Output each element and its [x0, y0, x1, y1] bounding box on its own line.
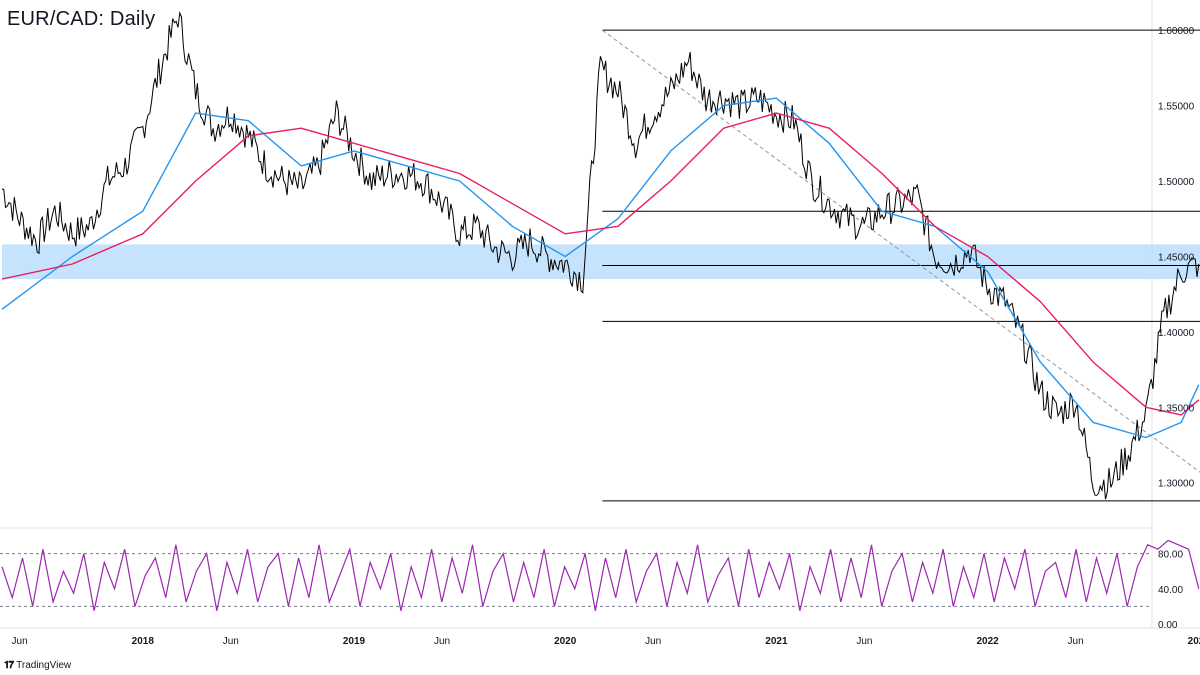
dashed-trendline: [602, 29, 1200, 473]
tradingview-brand[interactable]: 𝟏𝟕 TradingView: [4, 660, 71, 671]
time-tick-label: Jun: [856, 636, 872, 647]
rsi-axis[interactable]: 80.00 40.00 0.00: [1158, 550, 1183, 631]
rsi-tick-label: 80.00: [1158, 550, 1183, 561]
time-tick-label: Jun: [1068, 636, 1084, 647]
time-tick-label: Jun: [12, 636, 28, 647]
time-tick-label: Jun: [434, 636, 450, 647]
time-tick-label: Jun: [645, 636, 661, 647]
rsi-tick-label: 0.00: [1158, 620, 1178, 631]
rsi-pane: [0, 539, 1200, 611]
price-axis[interactable]: 1.60000 1.55000 1.50000 1.45000 1.40000 1.350…: [1158, 26, 1195, 490]
price-tick-label: 1.55000: [1158, 102, 1195, 113]
time-tick-label: 2022: [976, 636, 999, 647]
time-tick-label: 2021: [765, 636, 788, 647]
support-zone-layer: [2, 244, 1200, 280]
price-tick-label: 1.45000: [1158, 252, 1195, 263]
time-tick-label: Jun: [223, 636, 239, 647]
price-tick-label: 1.30000: [1158, 479, 1195, 490]
price-tick-label: 1.60000: [1158, 26, 1195, 37]
price-tick-label: 1.35000: [1158, 403, 1195, 414]
rsi-tick-label: 40.00: [1158, 585, 1183, 596]
support-zone: [2, 244, 1200, 280]
time-tick-label: 2023: [1188, 636, 1200, 647]
time-tick-label: 2018: [132, 636, 155, 647]
time-tick-label: 2020: [554, 636, 577, 647]
fast-moving-average: [1, 97, 1200, 439]
brand-label: TradingView: [16, 660, 72, 671]
chart-title: EUR/CAD: Daily: [7, 8, 156, 30]
slow-moving-average: [1, 112, 1200, 416]
moving-averages-layer: [1, 97, 1200, 439]
time-tick-label: 2019: [343, 636, 366, 647]
time-axis[interactable]: Jun 2018 Jun 2019 Jun 2020 Jun 2021 Jun 2022 Jun 20…: [12, 636, 1200, 647]
price-tick-label: 1.40000: [1158, 328, 1195, 339]
trendline-layer[interactable]: [602, 29, 1200, 501]
price-line: [1, 10, 1200, 500]
tradingview-logo-icon: 𝟏𝟕: [4, 660, 14, 671]
fibonacci-retracement[interactable]: 100.00%61.80%50.00%38.20%0.00%: [602, 26, 1200, 506]
rsi-line: [1, 539, 1200, 611]
price-tick-label: 1.50000: [1158, 177, 1195, 188]
price-series-layer: [1, 10, 1200, 500]
